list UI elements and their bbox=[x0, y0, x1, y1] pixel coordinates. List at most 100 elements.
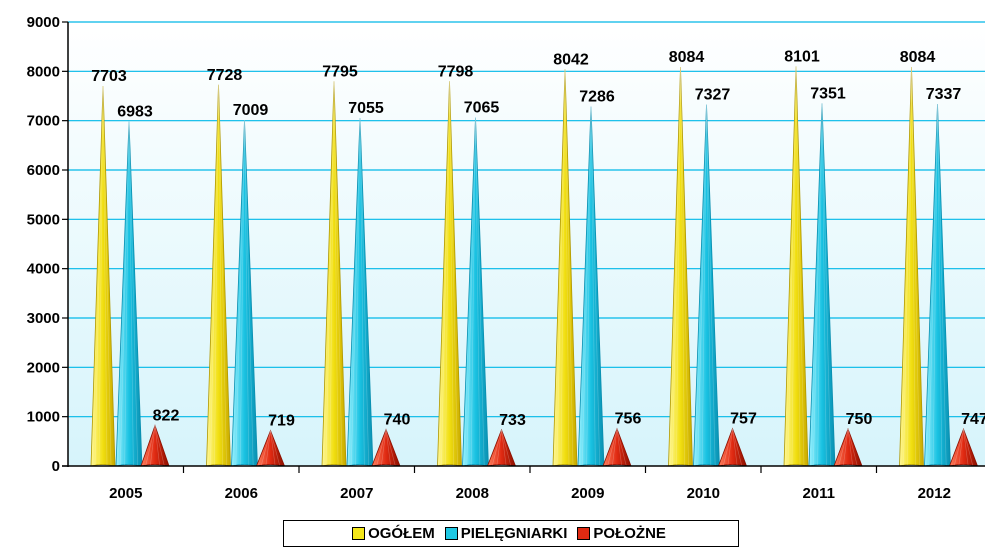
bar-shading bbox=[376, 429, 387, 467]
bar-shading bbox=[680, 67, 689, 467]
data-label-ogolem: 7798 bbox=[438, 63, 474, 80]
y-tick-label: 5000 bbox=[27, 211, 60, 228]
bar-shading bbox=[145, 425, 156, 467]
legend-label-polozne: POŁOŻNE bbox=[593, 525, 666, 542]
bar-shading bbox=[124, 121, 130, 467]
bar-shading bbox=[795, 66, 805, 467]
bar-shading bbox=[680, 67, 685, 467]
bar-shading bbox=[590, 106, 596, 467]
bar-shading bbox=[102, 85, 108, 467]
data-label-polozne: 719 bbox=[268, 413, 295, 430]
x-tick-label: 2012 bbox=[918, 485, 951, 502]
bar-shading bbox=[491, 429, 502, 467]
data-label-pielegniarki: 7009 bbox=[233, 102, 269, 119]
bar-shading bbox=[210, 84, 219, 467]
bar-shading bbox=[214, 84, 219, 467]
bar-shading bbox=[475, 117, 481, 467]
bar-shading bbox=[582, 106, 592, 467]
x-tick-label: 2005 bbox=[109, 485, 142, 502]
data-label-polozne: 750 bbox=[846, 411, 873, 428]
bar-shading bbox=[928, 104, 938, 467]
data-label-ogolem: 8042 bbox=[553, 51, 589, 68]
bar-shading bbox=[449, 81, 454, 467]
bar-shading bbox=[154, 425, 160, 467]
bar-shading bbox=[154, 425, 165, 467]
bar-shading bbox=[441, 81, 450, 467]
bar-shading bbox=[239, 120, 245, 467]
bar-shading bbox=[385, 429, 391, 467]
data-label-pielegniarki: 7351 bbox=[810, 85, 846, 102]
bar-shading bbox=[953, 429, 964, 467]
bar-shading bbox=[333, 81, 343, 467]
y-tick-label: 4000 bbox=[27, 261, 60, 278]
legend-swatch-pielegniarki bbox=[444, 527, 458, 540]
x-tick-label: 2007 bbox=[340, 485, 373, 502]
x-tick-label: 2008 bbox=[456, 485, 489, 502]
bar-shading bbox=[150, 425, 156, 467]
bar-shading bbox=[963, 429, 969, 467]
bar-shading bbox=[672, 67, 681, 467]
bar-shading bbox=[94, 85, 104, 467]
bar-shading bbox=[911, 67, 916, 467]
bar-shading bbox=[325, 81, 335, 467]
bar-shading bbox=[612, 428, 618, 467]
data-label-pielegniarki: 7337 bbox=[926, 86, 962, 103]
bar-shading bbox=[470, 117, 476, 467]
x-tick-label: 2010 bbox=[687, 485, 720, 502]
bar-shading bbox=[359, 117, 365, 467]
bar-shading bbox=[821, 103, 827, 467]
bar-shading bbox=[847, 428, 853, 467]
bar-shading bbox=[218, 84, 227, 467]
y-tick-label: 9000 bbox=[27, 14, 60, 31]
bar-shading bbox=[102, 85, 112, 467]
bar-shading bbox=[616, 428, 627, 467]
legend-swatch-polozne bbox=[577, 527, 591, 540]
bar-shading bbox=[937, 104, 947, 467]
bar-shading bbox=[218, 84, 223, 467]
bar-shading bbox=[911, 67, 920, 467]
y-tick-label: 1000 bbox=[27, 409, 60, 426]
bar-shading bbox=[813, 103, 823, 467]
bar-shading bbox=[496, 429, 502, 467]
y-tick-label: 3000 bbox=[27, 310, 60, 327]
bar-shading bbox=[963, 429, 974, 467]
bar-shading bbox=[244, 120, 254, 467]
bar-shading bbox=[244, 120, 250, 467]
axes bbox=[62, 21, 985, 473]
bar-shading bbox=[359, 117, 369, 467]
bar-shading bbox=[607, 428, 618, 467]
bar-shading bbox=[616, 428, 622, 467]
data-label-polozne: 740 bbox=[384, 411, 411, 428]
bar-shading bbox=[706, 104, 716, 467]
bar-shading bbox=[564, 69, 574, 467]
y-tick-label: 2000 bbox=[27, 359, 60, 376]
legend-label-ogolem: OGÓŁEM bbox=[368, 525, 435, 542]
legend-item-pielegniarki: PIELĘGNIARKI bbox=[444, 525, 572, 542]
legend-item-ogolem: OGÓŁEM bbox=[352, 525, 439, 542]
data-label-ogolem: 8101 bbox=[784, 48, 820, 65]
bar-shading bbox=[795, 66, 801, 467]
bar-shading bbox=[847, 428, 858, 467]
bar-shading bbox=[265, 430, 271, 467]
bar-shading bbox=[787, 66, 797, 467]
legend: OGÓŁEM PIELĘGNIARKI POŁOŻNE bbox=[283, 520, 739, 547]
labels: 0 1000 2000 3000 4000 5000 6000 7000 8000 9000 200… bbox=[27, 14, 985, 502]
bar-shading bbox=[907, 67, 912, 467]
bar-shading bbox=[381, 429, 387, 467]
bar-shading bbox=[817, 103, 823, 467]
bar-shading bbox=[701, 104, 707, 467]
bar-shading bbox=[722, 428, 733, 467]
bar-shading bbox=[932, 104, 938, 467]
bars bbox=[90, 66, 979, 467]
bar-shading bbox=[937, 104, 943, 467]
plot-area bbox=[68, 22, 985, 466]
bar-shading bbox=[355, 117, 361, 467]
bar-shading bbox=[445, 81, 450, 467]
data-label-polozne: 733 bbox=[499, 412, 526, 429]
data-label-ogolem: 7703 bbox=[91, 68, 127, 85]
bar-shading bbox=[676, 67, 681, 467]
bar-shading bbox=[120, 121, 130, 467]
data-label-pielegniarki: 7327 bbox=[695, 87, 731, 104]
data-label-pielegniarki: 6983 bbox=[117, 104, 153, 121]
data-label-ogolem: 7795 bbox=[322, 63, 358, 80]
